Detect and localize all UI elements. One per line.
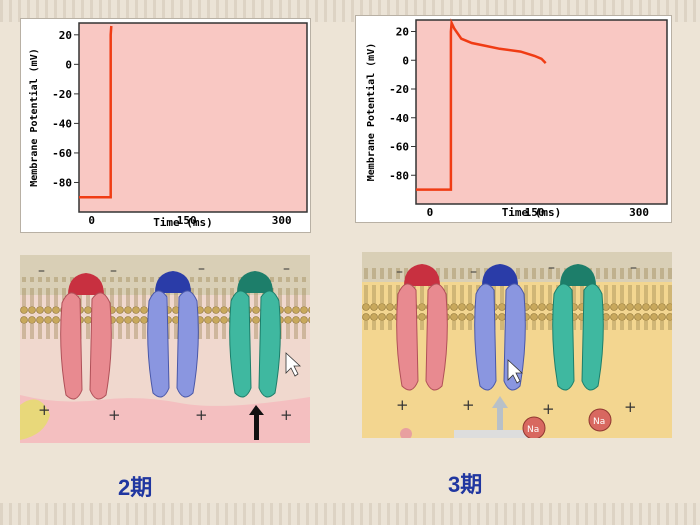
minus-sign: – [38, 263, 45, 279]
plot-area [78, 22, 308, 213]
minus-sign: – [198, 261, 205, 277]
plus-sign: + [396, 396, 409, 414]
y-tick-label: 0 [402, 54, 409, 67]
membrane-illustration-left: – – – – + + + + [20, 255, 310, 443]
action-potential-trace [79, 25, 113, 199]
caption-phase-3: 3期 [448, 472, 483, 497]
plus-sign: + [38, 401, 51, 419]
membrane-illustration-right: – – – – + + + + Na [362, 252, 672, 438]
y-tick-label: -60 [389, 141, 409, 154]
y-tick-label: -60 [52, 147, 72, 160]
background-stripe-bottom [0, 503, 700, 525]
y-axis-label: Membrane Potential (mV) [28, 48, 40, 186]
y-tick-label: -40 [389, 112, 409, 125]
y-tick-label: 20 [396, 26, 409, 39]
plus-sign: + [195, 406, 208, 424]
x-axis-label: Time (ms) [153, 216, 213, 229]
calcium-channel [552, 264, 604, 391]
image-strip [454, 430, 536, 438]
minus-sign: – [470, 264, 477, 280]
chart-frame-right: Membrane Potential (mV) Time (ms) 20 0 -20… [355, 15, 672, 223]
ion-particle [400, 428, 412, 438]
plus-sign: + [108, 406, 121, 424]
cursor-arrow-icon [285, 352, 302, 377]
minus-sign: – [630, 260, 637, 276]
plot-area [415, 19, 668, 205]
cursor-arrow-icon [507, 359, 524, 384]
plus-sign: + [462, 396, 475, 414]
x-tick-label: 150 [525, 206, 545, 219]
membrane-potential-chart-phase3: Membrane Potential (mV) Time (ms) 20 0 -20… [365, 18, 668, 219]
x-tick-label: 150 [177, 214, 197, 227]
plus-sign: + [280, 406, 293, 424]
y-tick-label: -20 [389, 83, 409, 96]
sodium-ion: Na [522, 416, 546, 438]
y-axis-label: Membrane Potential (mV) [365, 43, 377, 181]
plus-sign: + [624, 398, 637, 416]
membrane-potential-chart-phase2: Membrane Potential (mV) Time (ms) 20 0 -20… [28, 22, 308, 229]
caption-phase-2: 2期 [118, 475, 153, 500]
plus-sign: + [542, 400, 555, 418]
ion-flow-arrow-icon [249, 405, 264, 440]
sodium-ion-label: Na [593, 417, 605, 427]
y-tick-label: -40 [52, 117, 72, 130]
ion-flow-arrow-icon [492, 396, 508, 438]
sodium-channel [396, 264, 448, 391]
x-tick-label: 0 [88, 214, 95, 227]
ion-channel-membrane-diagram: – – – – + + + + Na [362, 252, 672, 438]
x-axis-label: Time (ms) [502, 206, 562, 219]
minus-sign: – [548, 260, 555, 276]
chart-frame-left: Membrane Potential (mV) Time (ms) 20 0 -20… [20, 18, 311, 233]
sodium-ion-label: Na [527, 425, 539, 435]
minus-sign: – [110, 263, 117, 279]
y-tick-label: -80 [389, 169, 409, 182]
x-tick-label: 300 [629, 206, 649, 219]
y-tick-label: -20 [52, 88, 72, 101]
sodium-ion: Na [588, 408, 612, 432]
y-tick-label: 20 [59, 29, 72, 42]
y-tick-label: 0 [65, 58, 72, 71]
ion-channel-membrane-diagram: – – – – + + + + [20, 255, 310, 443]
x-tick-label: 0 [427, 206, 434, 219]
sodium-channel [60, 273, 112, 400]
action-potential-trace [416, 18, 547, 191]
x-tick-label: 300 [272, 214, 292, 227]
minus-sign: – [396, 264, 403, 280]
y-tick-label: -80 [52, 176, 72, 189]
potassium-channel [147, 271, 199, 398]
calcium-channel [229, 271, 281, 398]
minus-sign: – [283, 261, 290, 277]
